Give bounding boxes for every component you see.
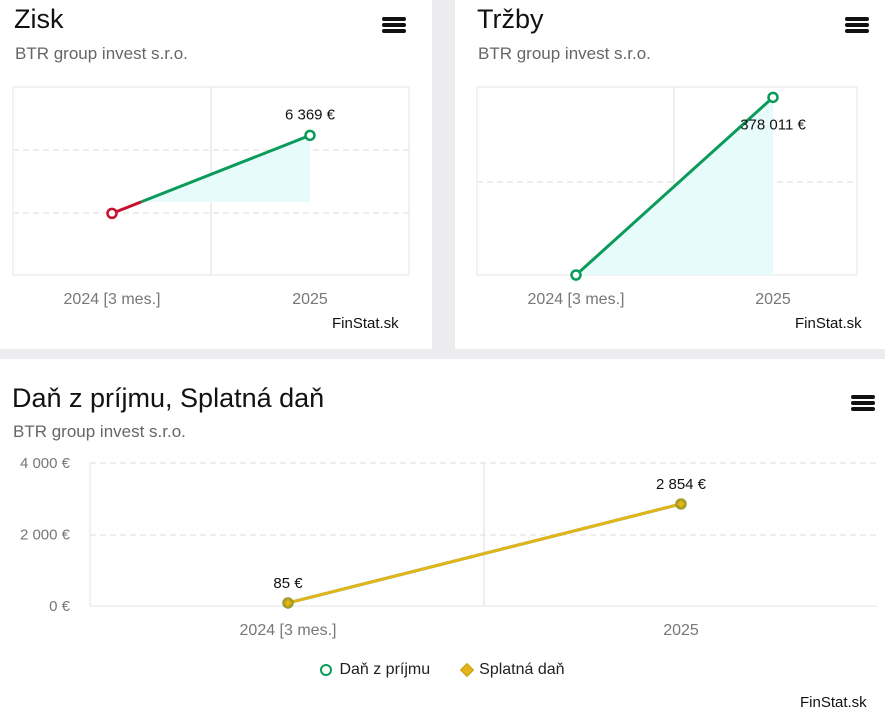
x-tick-label: 2025	[663, 622, 699, 639]
data-label: 6 369 €	[285, 106, 336, 123]
data-label: 85 €	[273, 575, 303, 592]
data-point	[767, 91, 779, 104]
series-line	[140, 133, 311, 204]
y-tick-label: 0 €	[49, 598, 71, 615]
diamond-marker-icon	[460, 662, 475, 678]
tax-line-chart: 0 € 2 000 € 4 000 € 2024 [3 mes.] 2025 85 € 2 …	[20, 455, 877, 639]
chart-subtitle: BTR group invest s.r.o.	[13, 422, 186, 441]
data-point	[304, 129, 316, 142]
chart-legend: Daň z príjmu Splatná daň	[0, 661, 885, 679]
chart-subtitle: BTR group invest s.r.o.	[15, 44, 188, 63]
y-tick-label: 4 000 €	[20, 455, 71, 472]
legend-label: Splatná daň	[479, 661, 565, 678]
chart-title: Tržby	[477, 4, 544, 34]
y-tick-label: 2 000 €	[20, 527, 71, 544]
data-point	[570, 269, 582, 281]
data-label: 2 854 €	[656, 476, 707, 493]
x-tick-label: 2025	[755, 291, 791, 308]
finstat-credit[interactable]: FinStat.sk	[795, 315, 862, 332]
x-tick-label: 2024 [3 mes.]	[64, 291, 161, 308]
hamburger-menu-icon[interactable]	[843, 13, 871, 37]
profit-line-chart: 2024 [3 mes.] 2025 6 369 €	[12, 86, 410, 308]
profit-chart-panel: Zisk BTR group invest s.r.o. 2024 [3 mes…	[0, 0, 432, 349]
hamburger-menu-icon[interactable]	[380, 13, 408, 37]
legend-item-dan-z-prijmu[interactable]: Daň z príjmu	[320, 661, 430, 679]
finstat-credit[interactable]: FinStat.sk	[332, 315, 399, 332]
chart-title: Daň z príjmu, Splatná daň	[12, 383, 325, 413]
tax-chart-panel: Daň z príjmu, Splatná daň BTR group inve…	[0, 359, 885, 720]
revenue-chart-panel: Tržby BTR group invest s.r.o. 2024 [3 me…	[455, 0, 885, 349]
data-point-splatna-dan	[676, 499, 686, 509]
chart-subtitle: BTR group invest s.r.o.	[478, 44, 651, 63]
data-point	[106, 207, 118, 220]
legend-label: Daň z príjmu	[339, 661, 431, 678]
hamburger-menu-icon[interactable]	[849, 391, 877, 415]
series-line-splatna-dan	[287, 502, 682, 605]
data-point-splatna-dan	[283, 598, 293, 608]
series-line	[574, 96, 775, 277]
revenue-line-chart: 2024 [3 mes.] 2025 378 011 €	[476, 86, 858, 308]
legend-item-splatna-dan[interactable]: Splatná daň	[460, 661, 565, 679]
x-tick-label: 2025	[292, 291, 328, 308]
data-label: 378 011 €	[740, 116, 806, 133]
chart-title: Zisk	[14, 4, 64, 34]
x-tick-label: 2024 [3 mes.]	[240, 622, 337, 639]
x-tick-label: 2024 [3 mes.]	[528, 291, 625, 308]
finstat-credit[interactable]: FinStat.sk	[800, 694, 867, 711]
circle-marker-icon	[320, 664, 333, 676]
plot-frame	[12, 86, 410, 276]
